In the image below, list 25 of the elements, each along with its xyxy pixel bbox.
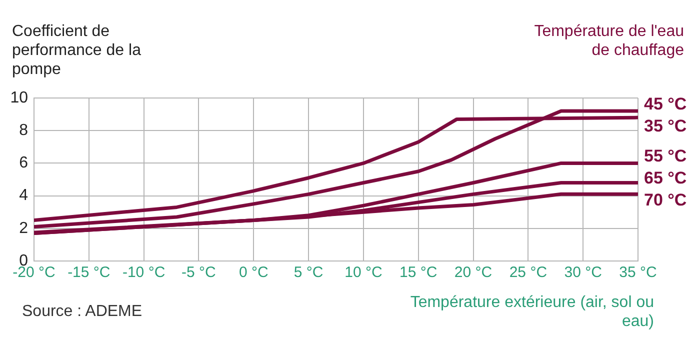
x-tick-label: 10 °C	[344, 264, 382, 282]
x-tick-label: 0 °C	[238, 264, 268, 282]
y-tick-label: 4	[19, 187, 28, 204]
legend-title: Température de l'eau de chauffage	[534, 22, 684, 60]
x-tick-label: -10 °C	[122, 264, 166, 282]
y-tick-label: 8	[19, 122, 28, 140]
x-tick-label: 5 °C	[294, 264, 324, 282]
y-tick-label: 10	[10, 89, 28, 106]
x-tick-label: 15 °C	[400, 264, 438, 282]
x-tick-label: 20 °C	[454, 264, 492, 282]
series-label: 55 °C	[644, 146, 687, 166]
y-tick-label: 2	[19, 220, 28, 237]
series-label: 35 °C	[644, 116, 687, 136]
y-axis-title: Coefficient de performance de la pompe	[12, 22, 142, 79]
x-tick-label: 35 °C	[619, 264, 658, 282]
x-tick-label: 30 °C	[564, 264, 602, 282]
x-axis-title: Température extérieure (air, sol ou eau)	[409, 293, 654, 331]
x-tick-label: 25 °C	[509, 264, 548, 282]
x-tick-label: -5 °C	[182, 264, 216, 282]
series-label: 65 °C	[644, 168, 687, 188]
series-label: 70 °C	[644, 190, 687, 210]
y-tick-label: 6	[19, 154, 28, 172]
x-tick-label: -15 °C	[68, 264, 110, 282]
source-note: Source : ADEME	[22, 302, 142, 321]
series-label: 45 °C	[644, 94, 687, 114]
